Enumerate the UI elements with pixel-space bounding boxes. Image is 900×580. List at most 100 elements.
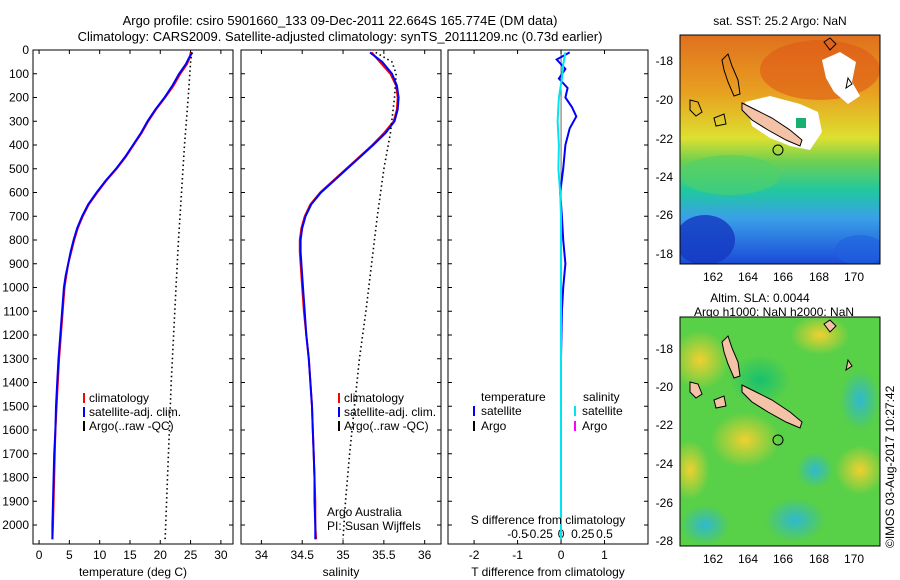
xtick-label: 34.5 [291, 548, 315, 562]
xtick-label: 35.5 [372, 548, 396, 562]
depth-tick-label: 700 [9, 209, 29, 223]
sst-ytick: -22 [656, 132, 674, 146]
sla-cyan [765, 498, 825, 542]
sla-ytick: -24 [656, 457, 674, 471]
depth-tick-label: 1500 [2, 399, 29, 413]
cloud-mask-square [796, 118, 806, 128]
sst-green-patch [680, 155, 780, 195]
depth-tick-label: 0 [22, 43, 29, 57]
depth-tick-label: 900 [9, 257, 29, 271]
annotation-pi: PI: Susan Wijffels [327, 519, 421, 533]
sla-cyan [840, 370, 880, 430]
depth-tick-label: 1100 [3, 304, 29, 318]
depth-tick-label: 400 [9, 138, 29, 152]
depth-tick-label: 500 [9, 162, 29, 176]
imos-credit: ©IMOS 03-Aug-2017 10:27:42 [883, 385, 897, 548]
legend-label-s-argo: Argo [582, 419, 608, 433]
sst-map-title: sat. SST: 25.2 Argo: NaN [713, 14, 846, 28]
island-outline-sst [689, 37, 853, 127]
sla-map-title-line1: Altim. SLA: 0.0044 [710, 291, 810, 305]
xtick-label: 25 [184, 548, 198, 562]
legend-label-t-satellite: satellite [481, 404, 522, 418]
sst-xtick: 164 [738, 270, 758, 284]
series-argo-raw-qc- [342, 51, 397, 540]
series-salinity-satellite [556, 52, 567, 540]
depth-tick-label: 2000 [2, 518, 29, 532]
figure-title-line1: Argo profile: csiro 5901660_133 09-Dec-2… [122, 13, 558, 28]
s-diff-tick-label: -0.25 [526, 527, 554, 541]
sla-map-xticks: 162 164 166 168 170 [703, 552, 864, 566]
sla-map-yticks: -18 -20 -22 -24 -26 -28 [656, 342, 674, 548]
salinity-panel-frame [240, 49, 442, 545]
s-diff-tick-label: 0.25 [571, 527, 595, 541]
annotation-argo-australia: Argo Australia [327, 505, 402, 519]
sla-xtick: 168 [809, 552, 829, 566]
xtick-label: 0 [36, 548, 43, 562]
sst-map-frame [679, 34, 881, 265]
xtick-label: 10 [93, 548, 107, 562]
sst-ytick: -26 [656, 208, 674, 222]
sla-yellow [710, 412, 780, 468]
salinity-legend: climatology satellite-adj. clim. Argo(..… [327, 391, 436, 533]
sst-ytick: -24 [656, 170, 674, 184]
legend-label-argo: Argo(..raw -QC) [344, 419, 429, 433]
legend-header-salinity: salinity [583, 390, 620, 404]
sla-ytick: -26 [656, 496, 674, 510]
legend-label-t-argo: Argo [481, 419, 507, 433]
sst-ytick: -20 [656, 93, 674, 107]
sst-xtick: 166 [773, 270, 793, 284]
sst-cold-patch-2 [835, 235, 880, 264]
xtick-label: -2 [469, 548, 480, 562]
xtick-label: -1 [512, 548, 523, 562]
sst-cold-patch [680, 215, 735, 264]
legend-label-s-satellite: satellite [582, 404, 623, 418]
series-satellite-adj-clim- [299, 51, 400, 540]
sla-ytick: -20 [656, 380, 674, 394]
figure-title-line2: Climatology: CARS2009. Satellite-adjuste… [77, 29, 603, 44]
sla-ytick: -28 [656, 534, 674, 548]
s-diff-tick-label: 0.5 [596, 527, 613, 541]
legend-label-climatology: climatology [344, 391, 404, 405]
s-diff-tick-label: -0.5 [507, 527, 528, 541]
sst-warm-patch [760, 40, 880, 100]
sst-ytick: -18 [656, 54, 674, 68]
sla-yellow [680, 330, 730, 390]
sst-xtick: 168 [809, 270, 829, 284]
series-climatology [51, 52, 192, 540]
sla-yellow [835, 445, 880, 495]
sla-ytick: -18 [656, 342, 674, 356]
sst-map-yticks: -18 -20 -22 -24 -26 -18 [656, 54, 674, 261]
difference-panel-frame [447, 49, 649, 545]
sla-yellow [790, 317, 850, 355]
sla-cyan [680, 505, 730, 545]
legend-label-argo: Argo(..raw -QC) [89, 419, 174, 433]
depth-tick-label: 1000 [2, 281, 29, 295]
depth-tick-label: 100 [9, 67, 29, 81]
difference-legend: temperature satellite Argo salinity sate… [471, 390, 626, 527]
xtick-label: 35 [336, 548, 350, 562]
sla-map-title-line2: Argo h1000: NaN h2000: NaN [694, 305, 854, 319]
xtick-label: 15 [123, 548, 137, 562]
depth-tick-label: 1400 [2, 376, 29, 390]
xtick-label: 20 [154, 548, 168, 562]
sla-xtick: 164 [738, 552, 758, 566]
legend-header-temperature: temperature [481, 390, 546, 404]
xtick-label: 34 [255, 548, 269, 562]
sst-xtick: 162 [703, 270, 723, 284]
depth-tick-label: 300 [9, 114, 29, 128]
x-axis-label: salinity [323, 565, 360, 579]
s-difference-label: S difference from climatology [471, 513, 626, 527]
sla-yellow [680, 440, 710, 500]
depth-tick-label: 1900 [2, 494, 29, 508]
xtick-label: 1 [601, 548, 608, 562]
series-satellite-adj-clim- [51, 51, 194, 540]
new-caledonia-sst [741, 102, 803, 147]
sla-map: Altim. SLA: 0.0044 Argo h1000: NaN h2000… [656, 291, 881, 566]
xtick-label: 30 [214, 548, 228, 562]
xtick-label: 36 [418, 548, 432, 562]
series-argo-raw-qc- [164, 52, 193, 540]
xtick-label: 0 [558, 548, 565, 562]
sla-ytick: -22 [656, 418, 674, 432]
legend-label-climatology: climatology [89, 391, 149, 405]
